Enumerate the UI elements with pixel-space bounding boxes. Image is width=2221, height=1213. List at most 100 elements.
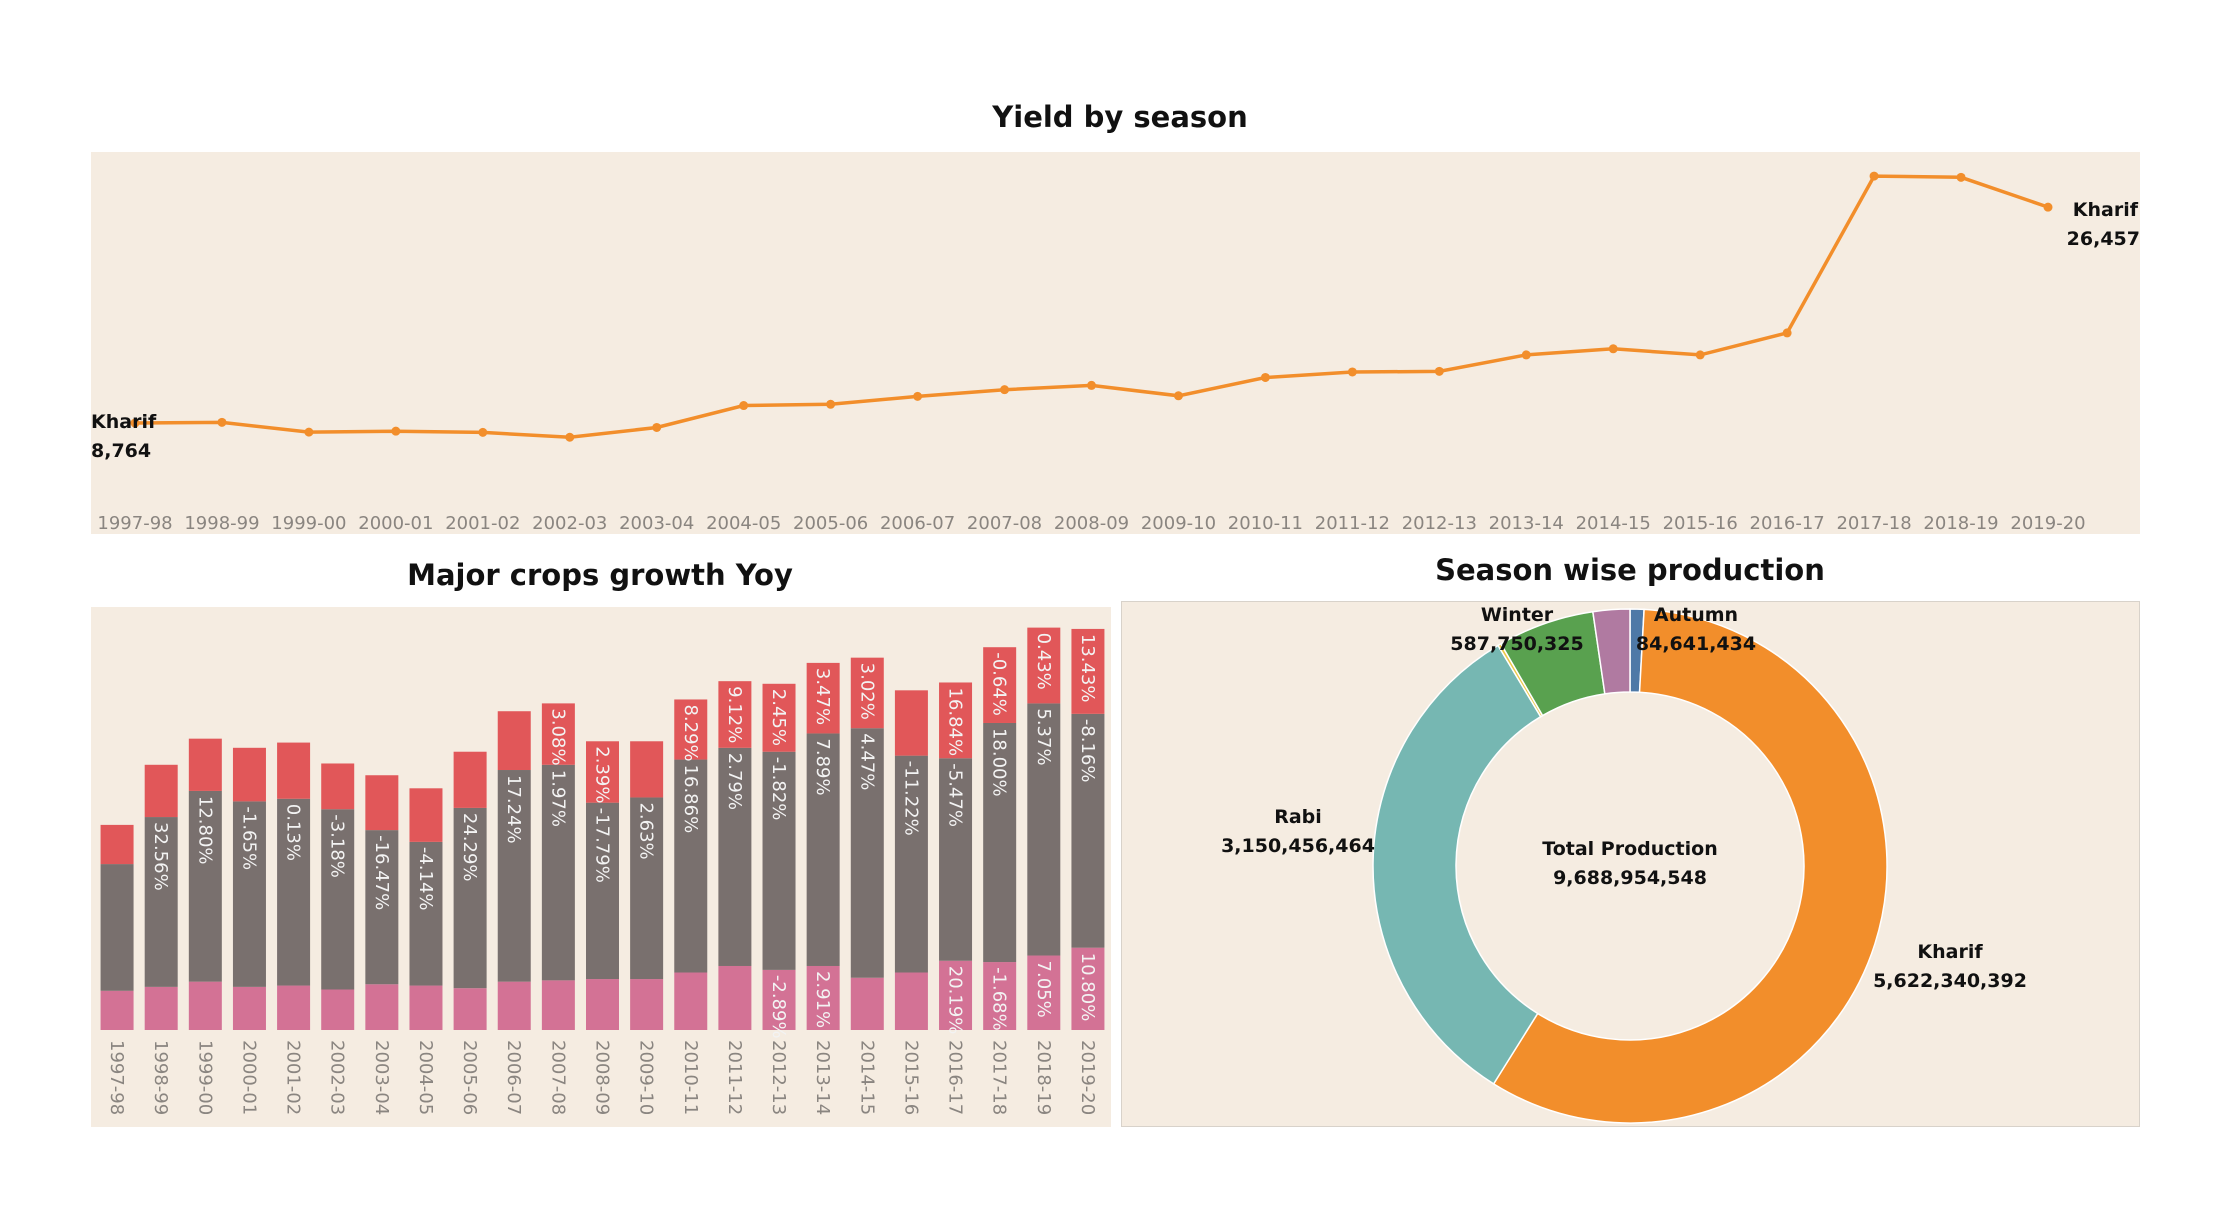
bar-segment-bottom: [806, 965, 840, 1030]
bar-data-label: 2.63%: [636, 802, 657, 859]
kharif-yield-line: [134, 174, 2049, 440]
x-tick-label: 2001-02: [283, 1040, 304, 1115]
bar-segment-bottom: [541, 980, 575, 1030]
kharif-yield-point: [565, 432, 575, 442]
kharif-yield-point: [1956, 172, 1966, 182]
bar-data-label: -2.89%: [768, 975, 789, 1039]
x-tick-label: 2017-18: [989, 1040, 1010, 1115]
slice-label-autumn: Autumn: [1654, 604, 1738, 626]
end-series-label: Kharif: [2073, 199, 2139, 221]
x-tick-label: 2018-19: [1923, 513, 1998, 534]
bar-segment-bottom: [321, 989, 355, 1030]
bar-segment-middle: [100, 864, 134, 991]
bar-segment-bottom: [983, 962, 1017, 1030]
bar-data-label: -3.18%: [327, 814, 348, 878]
kharif-yield-point: [1000, 385, 1010, 395]
production-chart-title: Season wise production: [1435, 553, 1825, 587]
bar-segment-middle: [586, 802, 619, 980]
bar-segment-middle: [188, 790, 222, 982]
bar-data-label: -8.16%: [1077, 719, 1098, 783]
bar-segment-top: [321, 763, 355, 810]
kharif-yield-point: [391, 426, 401, 436]
bar-segment-bottom: [232, 986, 266, 1030]
x-tick-label: 1997-98: [106, 1040, 127, 1115]
kharif-yield-point: [652, 422, 662, 432]
bar-data-label: -5.47%: [945, 763, 966, 827]
bar-segment-top: [100, 824, 134, 865]
bar-segment-middle: [453, 807, 487, 989]
bar-data-label: 7.89%: [812, 738, 833, 795]
x-tick-label: 2006-07: [880, 513, 955, 534]
bar-segment-top: [586, 741, 619, 803]
bar-data-label: 4.47%: [856, 733, 877, 790]
bar-segment-bottom: [850, 977, 884, 1030]
bar-segment-top: [718, 681, 752, 748]
donut-slice-kharif: [1492, 608, 1888, 1124]
bar-segment-middle: [674, 759, 708, 973]
bar-segment-bottom: [409, 985, 443, 1030]
bar-segment-bottom: [144, 986, 178, 1030]
bar-data-label: 7.05%: [1033, 961, 1054, 1018]
yield-chart-title: Yield by season: [992, 100, 1248, 134]
bar-data-label: 2.45%: [768, 689, 789, 746]
x-tick-label: 2001-02: [445, 513, 520, 534]
kharif-yield-point: [826, 399, 836, 409]
bar-data-label: 3.08%: [547, 708, 568, 765]
bar-data-label: 12.80%: [194, 796, 215, 865]
donut-slice-rabi: [1372, 644, 1542, 1085]
x-tick-label: 2013-14: [812, 1040, 833, 1115]
x-tick-label: 2005-06: [793, 513, 868, 534]
bar-segment-bottom: [1027, 955, 1061, 1030]
x-tick-label: 2018-19: [1033, 1040, 1054, 1115]
bar-segment-top: [1071, 628, 1105, 714]
x-tick-label: 1997-98: [97, 513, 172, 534]
x-tick-label: 2011-12: [724, 1040, 745, 1115]
bar-data-label: 3.02%: [856, 663, 877, 720]
x-tick-label: 2009-10: [1141, 513, 1216, 534]
x-tick-label: 2015-16: [900, 1040, 921, 1115]
bar-data-label: -1.82%: [768, 757, 789, 821]
center-value: 9,688,954,548: [1553, 867, 1707, 889]
bar-data-label: 8.29%: [680, 704, 701, 761]
kharif-yield-point: [2043, 202, 2053, 212]
bar-data-label: 16.86%: [680, 765, 701, 834]
x-tick-label: 1998-99: [184, 513, 259, 534]
bar-data-label: 17.24%: [503, 775, 524, 844]
x-tick-label: 2004-05: [415, 1040, 436, 1115]
bar-segment-middle: [939, 758, 973, 961]
x-tick-label: 2010-11: [1228, 513, 1303, 534]
slice-label-rabi: Rabi: [1274, 806, 1322, 828]
yield-chart-panel: [91, 152, 2140, 534]
kharif-yield-point: [1869, 171, 1879, 181]
bar-segment-top: [453, 751, 487, 808]
bar-segment-middle: [762, 751, 796, 970]
kharif-yield-point: [217, 417, 227, 427]
bar-data-label: 20.19%: [945, 966, 966, 1035]
bar-data-label: 2.91%: [812, 971, 833, 1028]
bar-segment-middle: [1027, 703, 1061, 956]
bar-segment-top: [365, 775, 399, 831]
bar-data-label: -0.64%: [989, 652, 1010, 716]
x-tick-label: 2017-18: [1836, 513, 1911, 534]
bar-data-label: 18.00%: [989, 728, 1010, 797]
bar-segment-bottom: [188, 981, 222, 1030]
kharif-yield-point: [739, 401, 749, 411]
bar-segment-top: [188, 738, 222, 791]
bar-segment-top: [806, 662, 840, 734]
bar-data-label: -4.14%: [415, 847, 436, 911]
x-tick-label: 2004-05: [706, 513, 781, 534]
bar-data-label: -1.68%: [989, 967, 1010, 1031]
bar-segment-bottom: [674, 972, 708, 1030]
bar-segment-bottom: [630, 979, 664, 1030]
bar-data-label: -1.65%: [238, 806, 259, 870]
bar-segment-bottom: [100, 990, 134, 1030]
kharif-yield-point: [1087, 380, 1096, 390]
x-tick-label: 2000-01: [238, 1040, 259, 1115]
bar-data-label: 9.12%: [724, 686, 745, 743]
bar-segment-bottom: [277, 985, 311, 1030]
bar-segment-middle: [1071, 713, 1105, 948]
x-tick-label: 2014-15: [856, 1040, 877, 1115]
growth-chart-title: Major crops growth Yoy: [407, 558, 793, 592]
bar-segment-top: [144, 764, 178, 818]
